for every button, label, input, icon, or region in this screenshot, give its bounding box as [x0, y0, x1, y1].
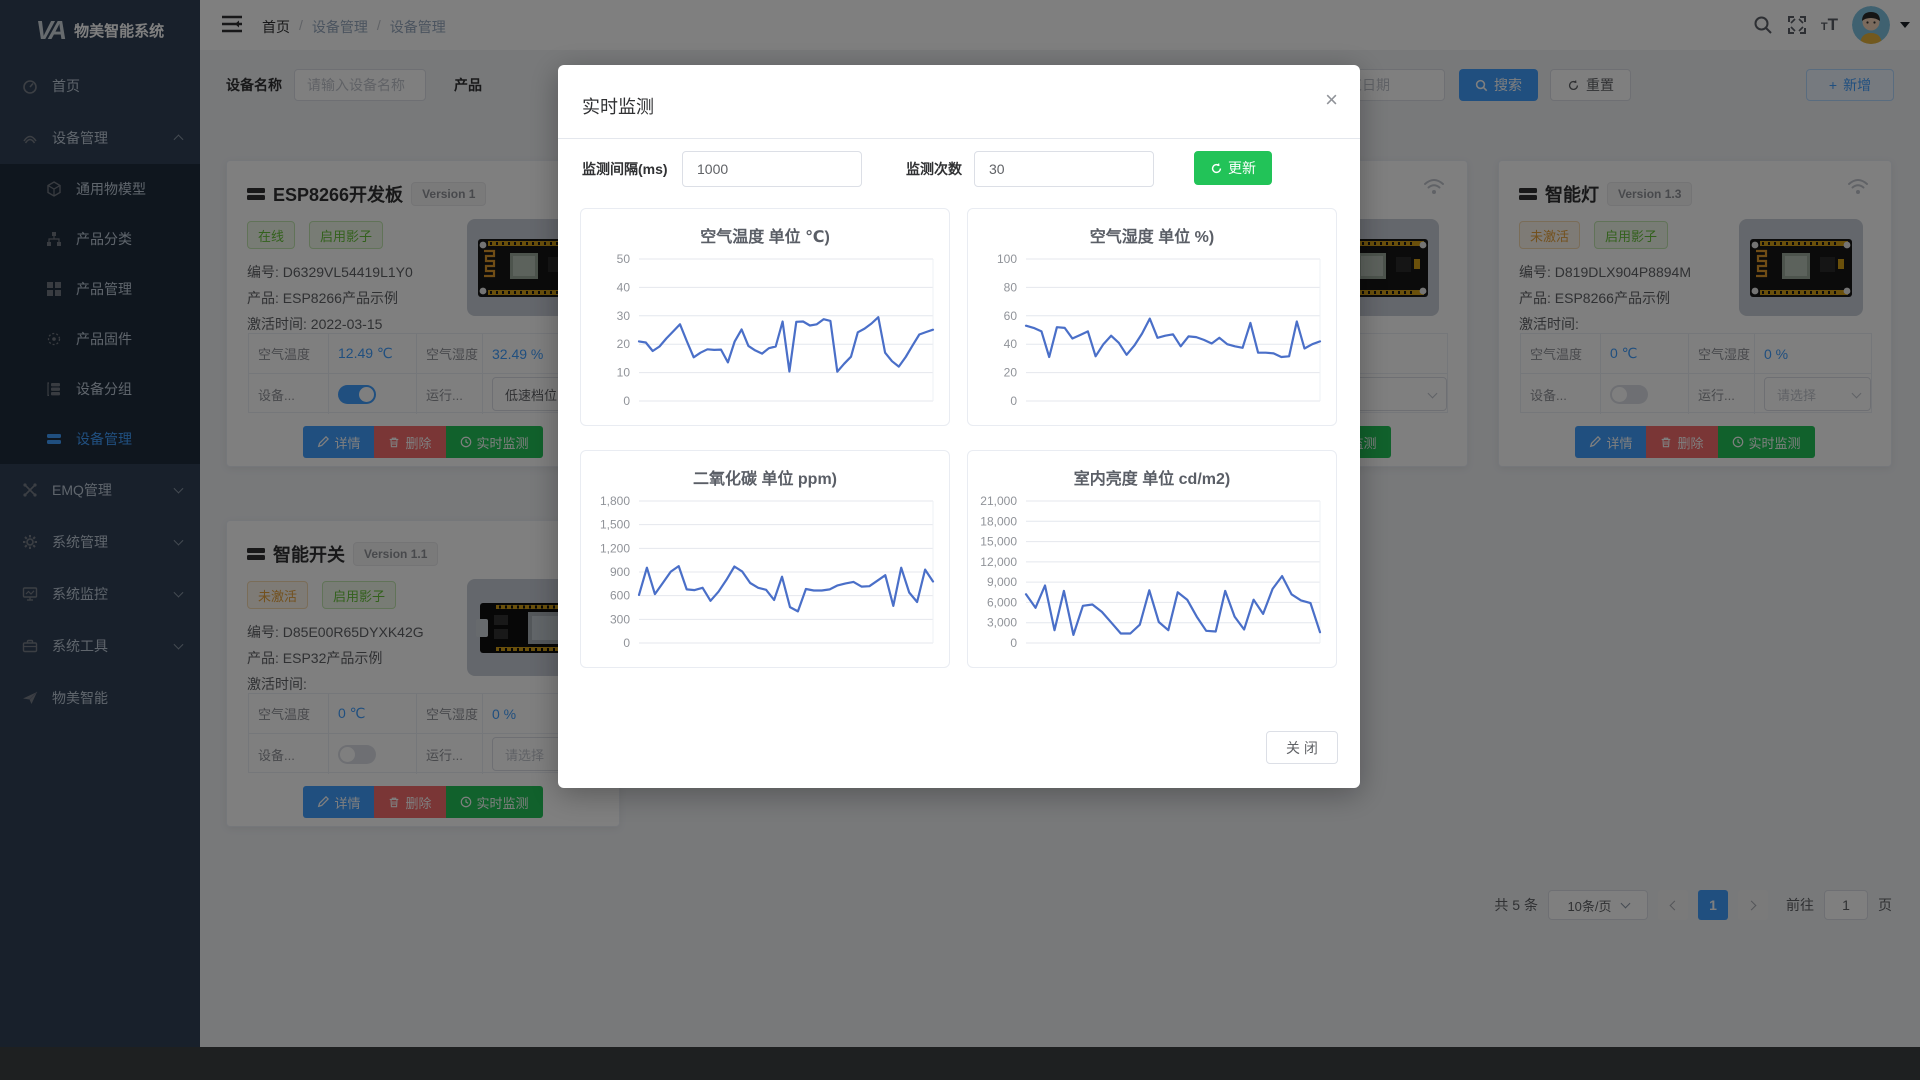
chart-grid: 空气温度 单位 ℃) 0 10 20 30 40 50 空气湿度 单位 %) 0 20 40 6… [580, 208, 1338, 668]
svg-text:50: 50 [617, 252, 631, 266]
interval-label: 监测间隔(ms) [582, 161, 668, 177]
svg-text:3,000: 3,000 [987, 616, 1017, 630]
svg-text:1,200: 1,200 [600, 541, 630, 555]
svg-text:60: 60 [1004, 309, 1018, 323]
chart-indoor-brightness: 室内亮度 单位 cd/m2) 0 3,000 6,000 9,000 12,000 15,… [967, 450, 1337, 668]
chart-title: 室内亮度 单位 cd/m2) [1073, 471, 1231, 488]
svg-text:30: 30 [617, 309, 631, 323]
chart-air-temperature: 空气温度 单位 ℃) 0 10 20 30 40 50 [580, 208, 950, 426]
line-chart: 0 20 40 60 80 100 [968, 249, 1336, 416]
svg-text:0: 0 [623, 394, 630, 408]
realtime-monitor-modal: 实时监测 × 监测间隔(ms) 监测次数 更新 空气温度 单位 ℃) 0 10 20… [558, 65, 1360, 788]
svg-text:9,000: 9,000 [987, 575, 1017, 589]
divider [558, 138, 1360, 139]
count-label: 监测次数 [906, 161, 962, 177]
svg-text:1,800: 1,800 [600, 494, 630, 508]
svg-text:600: 600 [610, 589, 630, 603]
svg-text:18,000: 18,000 [980, 514, 1017, 528]
svg-text:0: 0 [623, 636, 630, 650]
svg-text:15,000: 15,000 [980, 535, 1017, 549]
refresh-icon [1211, 162, 1222, 173]
svg-text:80: 80 [1004, 280, 1018, 294]
count-input[interactable] [974, 151, 1154, 187]
chart-air-humidity: 空气湿度 单位 %) 0 20 40 60 80 100 [967, 208, 1337, 426]
line-chart: 0 3,000 6,000 9,000 12,000 15,000 18,000 21,000 [968, 491, 1336, 658]
svg-text:300: 300 [610, 612, 630, 626]
line-chart: 0 300 600 900 1,200 1,500 1,800 [581, 491, 949, 658]
modal-title: 实时监测 [582, 97, 654, 117]
svg-text:21,000: 21,000 [980, 494, 1017, 508]
svg-text:20: 20 [1004, 366, 1018, 380]
svg-text:10: 10 [617, 366, 631, 380]
svg-text:40: 40 [617, 280, 631, 294]
interval-input[interactable] [682, 151, 862, 187]
monitor-settings: 监测间隔(ms) 监测次数 更新 [558, 151, 1360, 187]
chart-title: 二氧化碳 单位 ppm) [693, 471, 837, 488]
svg-text:900: 900 [610, 565, 630, 579]
chart-title: 空气湿度 单位 %) [1089, 229, 1215, 246]
svg-text:0: 0 [1010, 394, 1017, 408]
svg-text:1,500: 1,500 [600, 518, 630, 532]
svg-text:0: 0 [1010, 636, 1017, 650]
svg-text:100: 100 [997, 252, 1017, 266]
svg-text:12,000: 12,000 [980, 555, 1017, 569]
svg-text:6,000: 6,000 [987, 595, 1017, 609]
svg-text:20: 20 [617, 337, 631, 351]
chart-title: 空气温度 单位 ℃) [700, 229, 830, 246]
chart-co2: 二氧化碳 单位 ppm) 0 300 600 900 1,200 1,500 1,800 [580, 450, 950, 668]
modal-close-button[interactable]: 关 闭 [1266, 731, 1338, 764]
svg-text:40: 40 [1004, 337, 1018, 351]
close-icon[interactable]: × [1325, 87, 1338, 112]
line-chart: 0 10 20 30 40 50 [581, 249, 949, 416]
update-button[interactable]: 更新 [1194, 151, 1272, 185]
